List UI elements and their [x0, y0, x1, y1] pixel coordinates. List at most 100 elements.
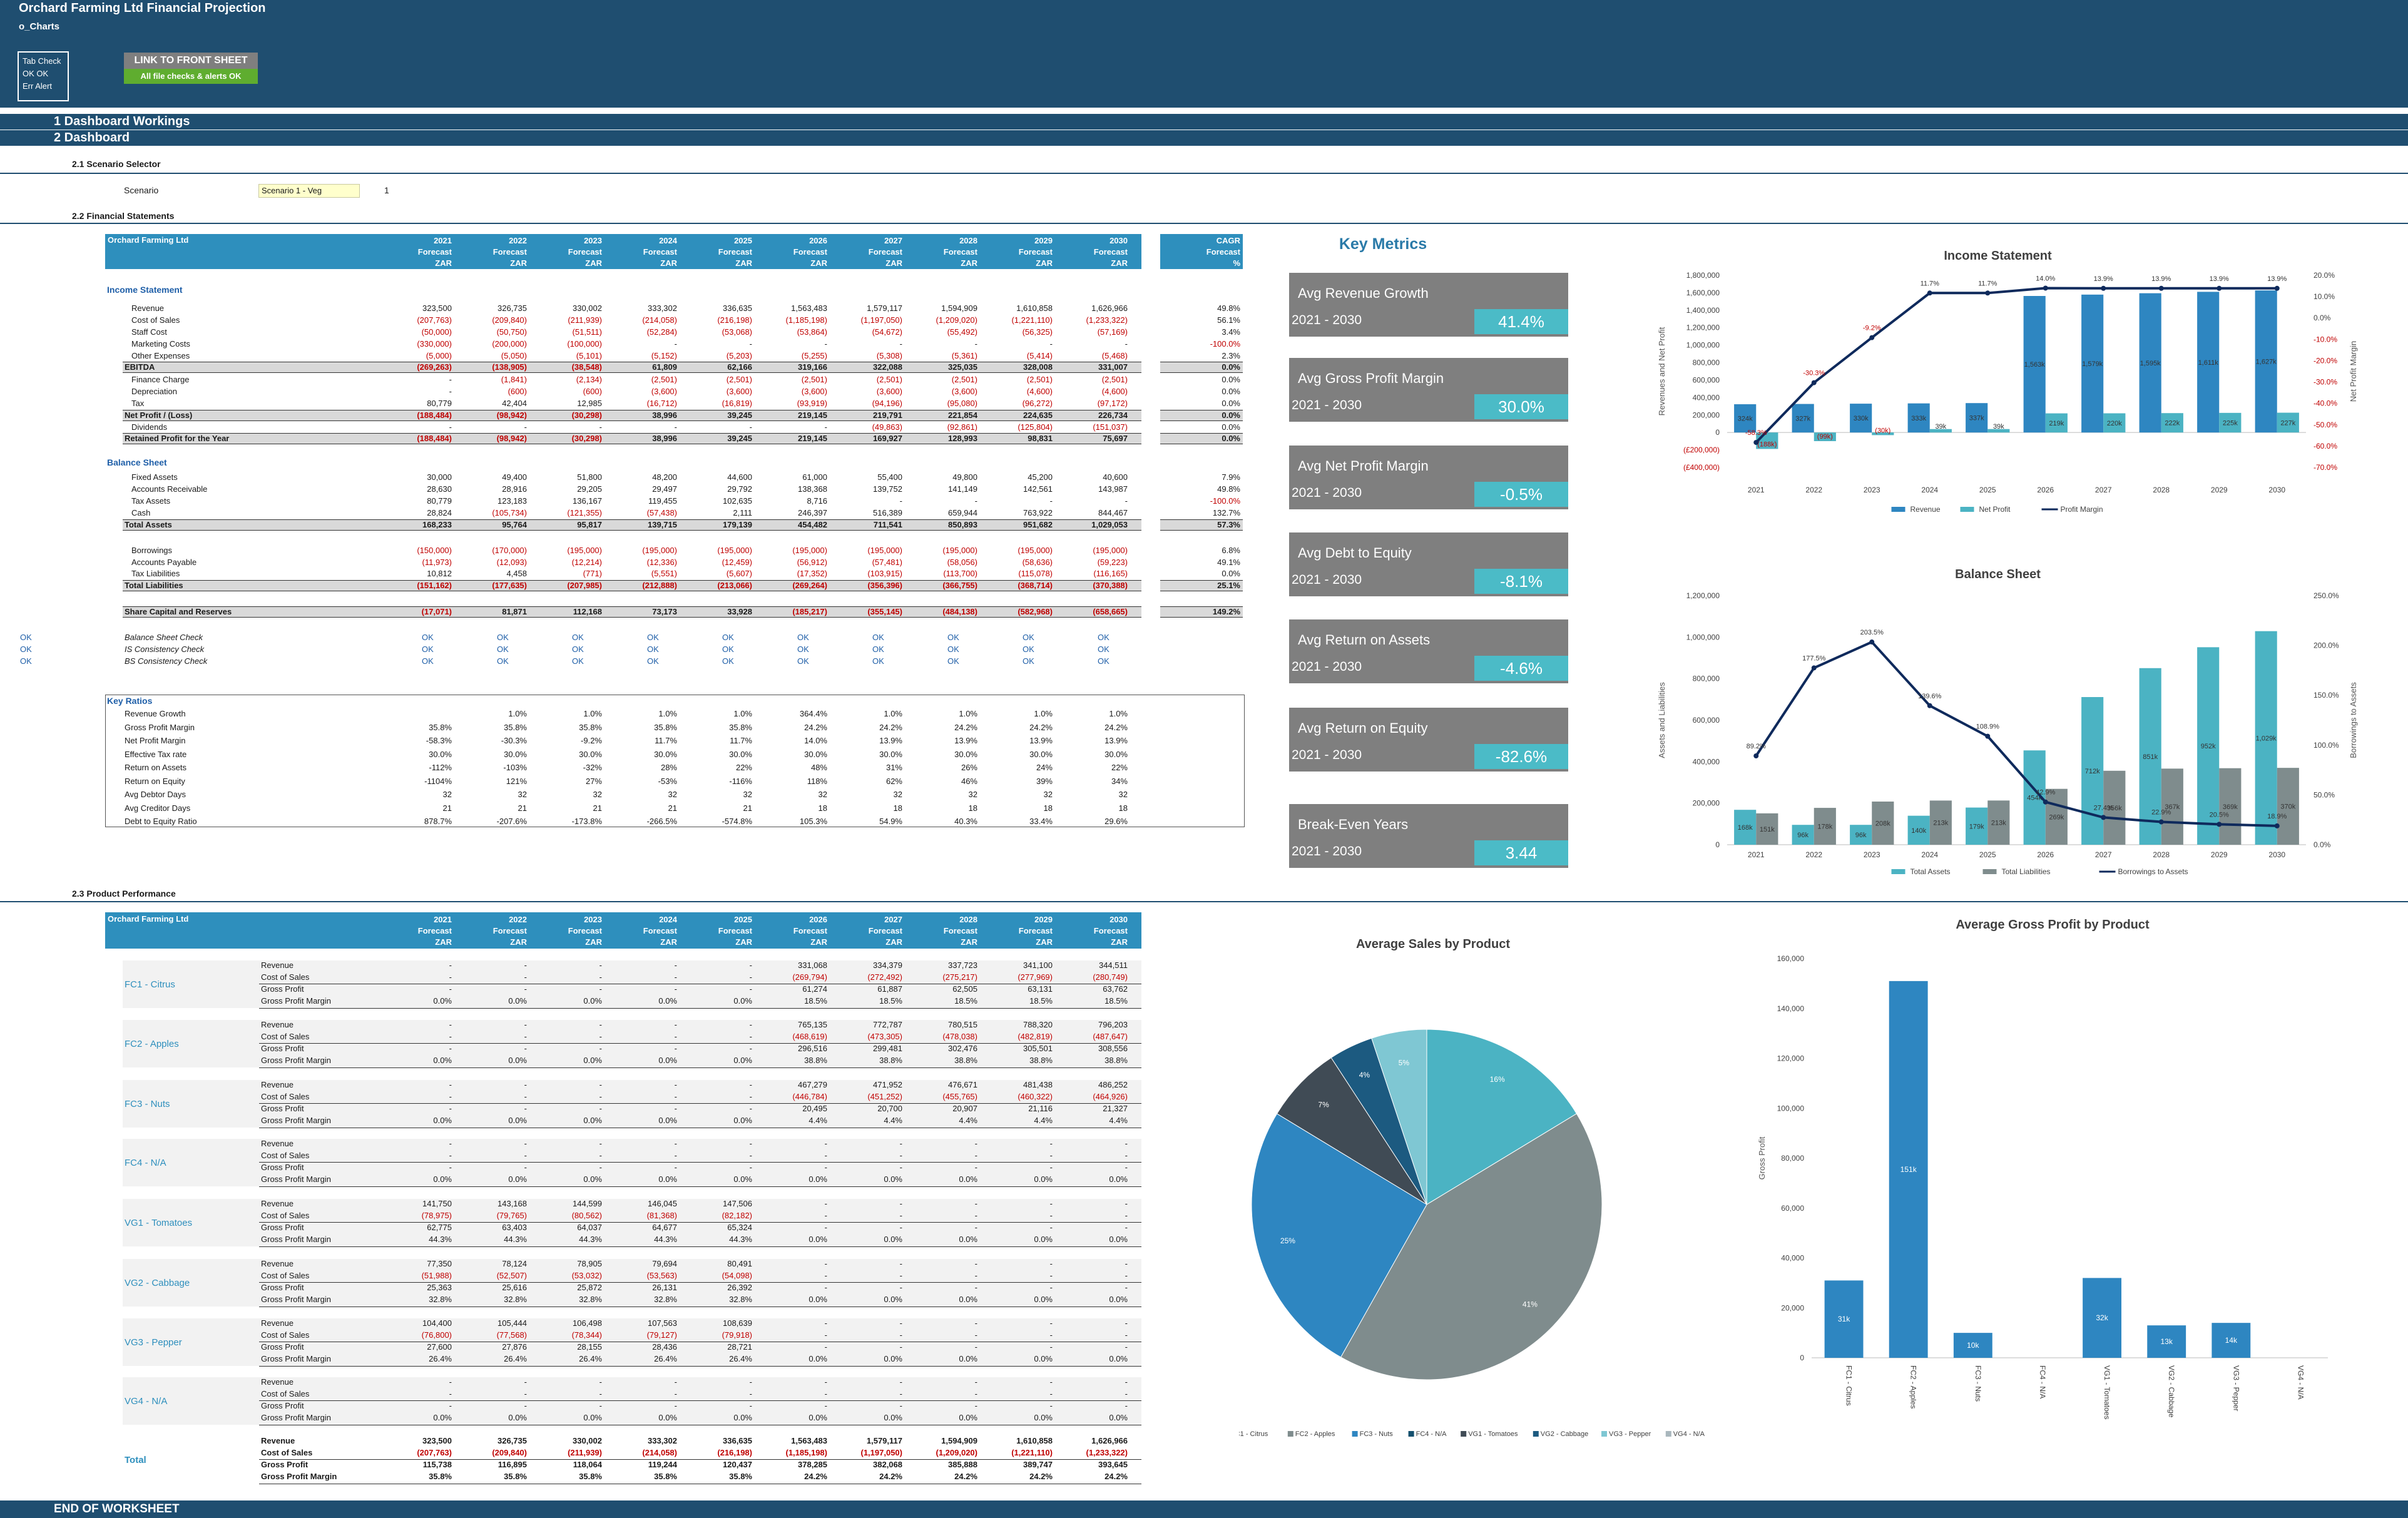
- product-name: FC2 - Apples: [125, 1039, 179, 1049]
- cell-value: (5,414): [1026, 351, 1053, 360]
- cell-value: 4.4%: [1109, 1116, 1128, 1125]
- y2-tick-label: 100.0%: [2314, 741, 2339, 750]
- prod-header-cell: Forecast: [568, 926, 602, 935]
- cell-value: 35.8%: [729, 1472, 752, 1481]
- cell-value: 219,791: [873, 410, 902, 420]
- cell-value: -: [899, 1163, 902, 1172]
- check-status: OK: [1098, 633, 1110, 642]
- prod-header-cell: 2026: [809, 915, 827, 924]
- cell-value: 4.4%: [809, 1116, 827, 1125]
- cell-value: (5,308): [876, 351, 902, 360]
- section-dashboard-workings[interactable]: 1 Dashboard Workings: [0, 114, 2408, 130]
- cell-value: 25,363: [427, 1283, 452, 1292]
- x-tick-label: 2027: [2095, 850, 2112, 859]
- cell-value: 337,723: [948, 960, 977, 970]
- x-tick-label: FC2 - Apples: [1909, 1365, 1918, 1408]
- cell-value: (3,600): [951, 387, 977, 396]
- cell-value: 28,630: [427, 484, 452, 494]
- check-status: OK: [872, 633, 884, 642]
- row-label: Tax Liabilities: [131, 569, 180, 578]
- ratio-value: 1.0%: [583, 709, 602, 718]
- cell-value: -: [599, 1020, 602, 1029]
- cell-value: 95,817: [577, 520, 602, 529]
- check-status: OK: [1098, 656, 1110, 666]
- x-tick-label: FC1 - Citrus: [1845, 1365, 1854, 1406]
- bar: [1907, 403, 1930, 433]
- key-metric-card: Break-Even Years 2021 - 2030 3.44: [1289, 804, 1568, 868]
- bar: [2083, 1278, 2121, 1358]
- cell-value: (12,214): [571, 558, 602, 567]
- ratio-value: 21: [743, 803, 752, 813]
- cell-value: 38.8%: [804, 1056, 827, 1065]
- y-tick-label: 400,000: [1693, 393, 1720, 402]
- cell-value: (209,840): [492, 1448, 527, 1457]
- ratio-label: Debt to Equity Ratio: [125, 817, 197, 826]
- gp-line-border: [259, 1459, 1141, 1460]
- cell-value: (771): [583, 569, 602, 578]
- legend-label: FC1 - Citrus: [1239, 1430, 1268, 1438]
- cell-value: 38.8%: [1029, 1056, 1053, 1065]
- cell-value: (53,563): [646, 1271, 677, 1280]
- y-tick-label: 1,600,000: [1686, 288, 1720, 297]
- cell-value: -: [1049, 1163, 1053, 1172]
- scenario-number: 1: [384, 185, 389, 195]
- legend-swatch: [1408, 1431, 1414, 1437]
- tab-check-err: Err Alert: [23, 81, 52, 91]
- cell-value: -: [749, 1139, 752, 1148]
- cell-value: -: [1049, 1139, 1053, 1148]
- line-label: Gross Profit: [261, 1460, 309, 1469]
- section-dashboard[interactable]: 2 Dashboard: [0, 130, 2408, 146]
- cell-value: 0.0%: [658, 1413, 677, 1422]
- cell-value: -: [449, 1401, 452, 1410]
- ratio-value: 30.0%: [804, 749, 827, 759]
- cell-value: 26,131: [652, 1283, 677, 1292]
- line-point: [1927, 290, 1932, 296]
- cell-value: 325,035: [948, 362, 977, 372]
- prod-header-cell: 2022: [509, 915, 527, 924]
- bar: [2161, 413, 2183, 433]
- bar-label: 96k: [1855, 832, 1867, 839]
- cell-value: -: [749, 1020, 752, 1029]
- y2-tick-label: -60.0%: [2314, 442, 2337, 451]
- scenario-input[interactable]: Scenario 1 - Veg: [258, 184, 360, 198]
- product-block-bg: [123, 1199, 1141, 1246]
- cell-value: (50,000): [421, 327, 452, 337]
- cell-value: -: [674, 1044, 677, 1053]
- bar: [2103, 770, 2126, 845]
- link-to-front-sheet-button[interactable]: LINK TO FRONT SHEET: [124, 53, 258, 69]
- x-tick-label: 2025: [1979, 850, 1996, 859]
- cell-value: -: [1125, 1163, 1128, 1172]
- cell-value: -: [449, 1139, 452, 1148]
- cell-value: -: [599, 1377, 602, 1387]
- cell-value: -: [1125, 1330, 1128, 1340]
- ratio-value: 30.0%: [654, 749, 677, 759]
- cell-value: 393,645: [1098, 1460, 1128, 1469]
- cell-value: -: [974, 1223, 977, 1232]
- cell-value: (3,600): [876, 387, 902, 396]
- cell-value: -: [1125, 1259, 1128, 1268]
- cell-value: (487,647): [1093, 1032, 1128, 1041]
- cell-value: 61,274: [802, 984, 827, 994]
- cell-value: (38,548): [571, 362, 602, 372]
- cell-value: 1,626,966: [1091, 303, 1128, 313]
- cell-value: 0.0%: [508, 1116, 527, 1125]
- ratio-value: 105.3%: [799, 817, 827, 826]
- cell-value: 0.0%: [1109, 1295, 1128, 1304]
- bar: [2219, 768, 2242, 845]
- prod-header-cell: Forecast: [718, 926, 752, 935]
- y2-axis-label: Borrowings to Assets: [2349, 682, 2358, 758]
- bar-label: 213k: [1991, 820, 2006, 827]
- cell-value: -: [749, 1401, 752, 1410]
- cell-value: -: [449, 960, 452, 970]
- bar-label: 369k: [2223, 803, 2238, 811]
- cagr-value: 25.1%: [1217, 581, 1240, 590]
- cell-value: 0.0%: [884, 1413, 902, 1422]
- ratio-value: 22%: [735, 763, 752, 772]
- ratio-value: 32: [593, 790, 602, 799]
- legend-label: Total Liabilities: [2002, 867, 2051, 876]
- cell-value: -: [599, 1151, 602, 1160]
- line-label: Gross Profit Margin: [261, 1295, 331, 1304]
- cell-value: -: [749, 1032, 752, 1041]
- cell-value: (100,000): [567, 339, 602, 349]
- cell-value: (11,973): [422, 558, 452, 567]
